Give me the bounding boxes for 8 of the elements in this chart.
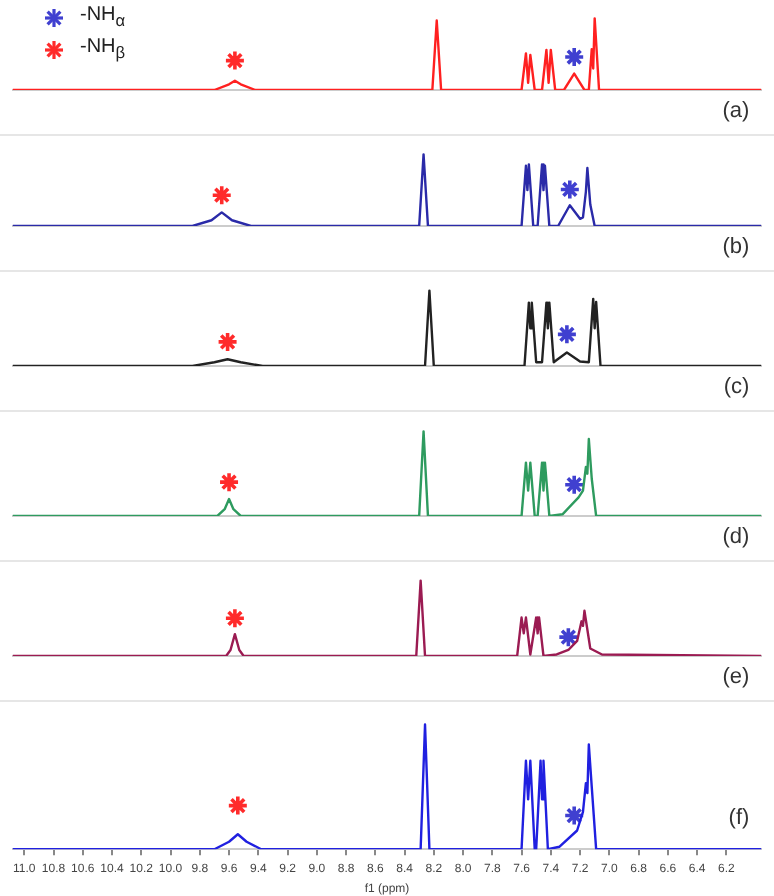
text: (d) [722,525,750,550]
annotation: (f) [728,806,750,831]
text: (b) [722,235,750,260]
text: (e) [722,665,750,690]
legend-label: -NH$_{α}$ [80,2,126,34]
legend-label: -NH$_{β}$ [80,34,126,66]
text: (c) [723,375,750,400]
text: (a) [722,99,750,124]
